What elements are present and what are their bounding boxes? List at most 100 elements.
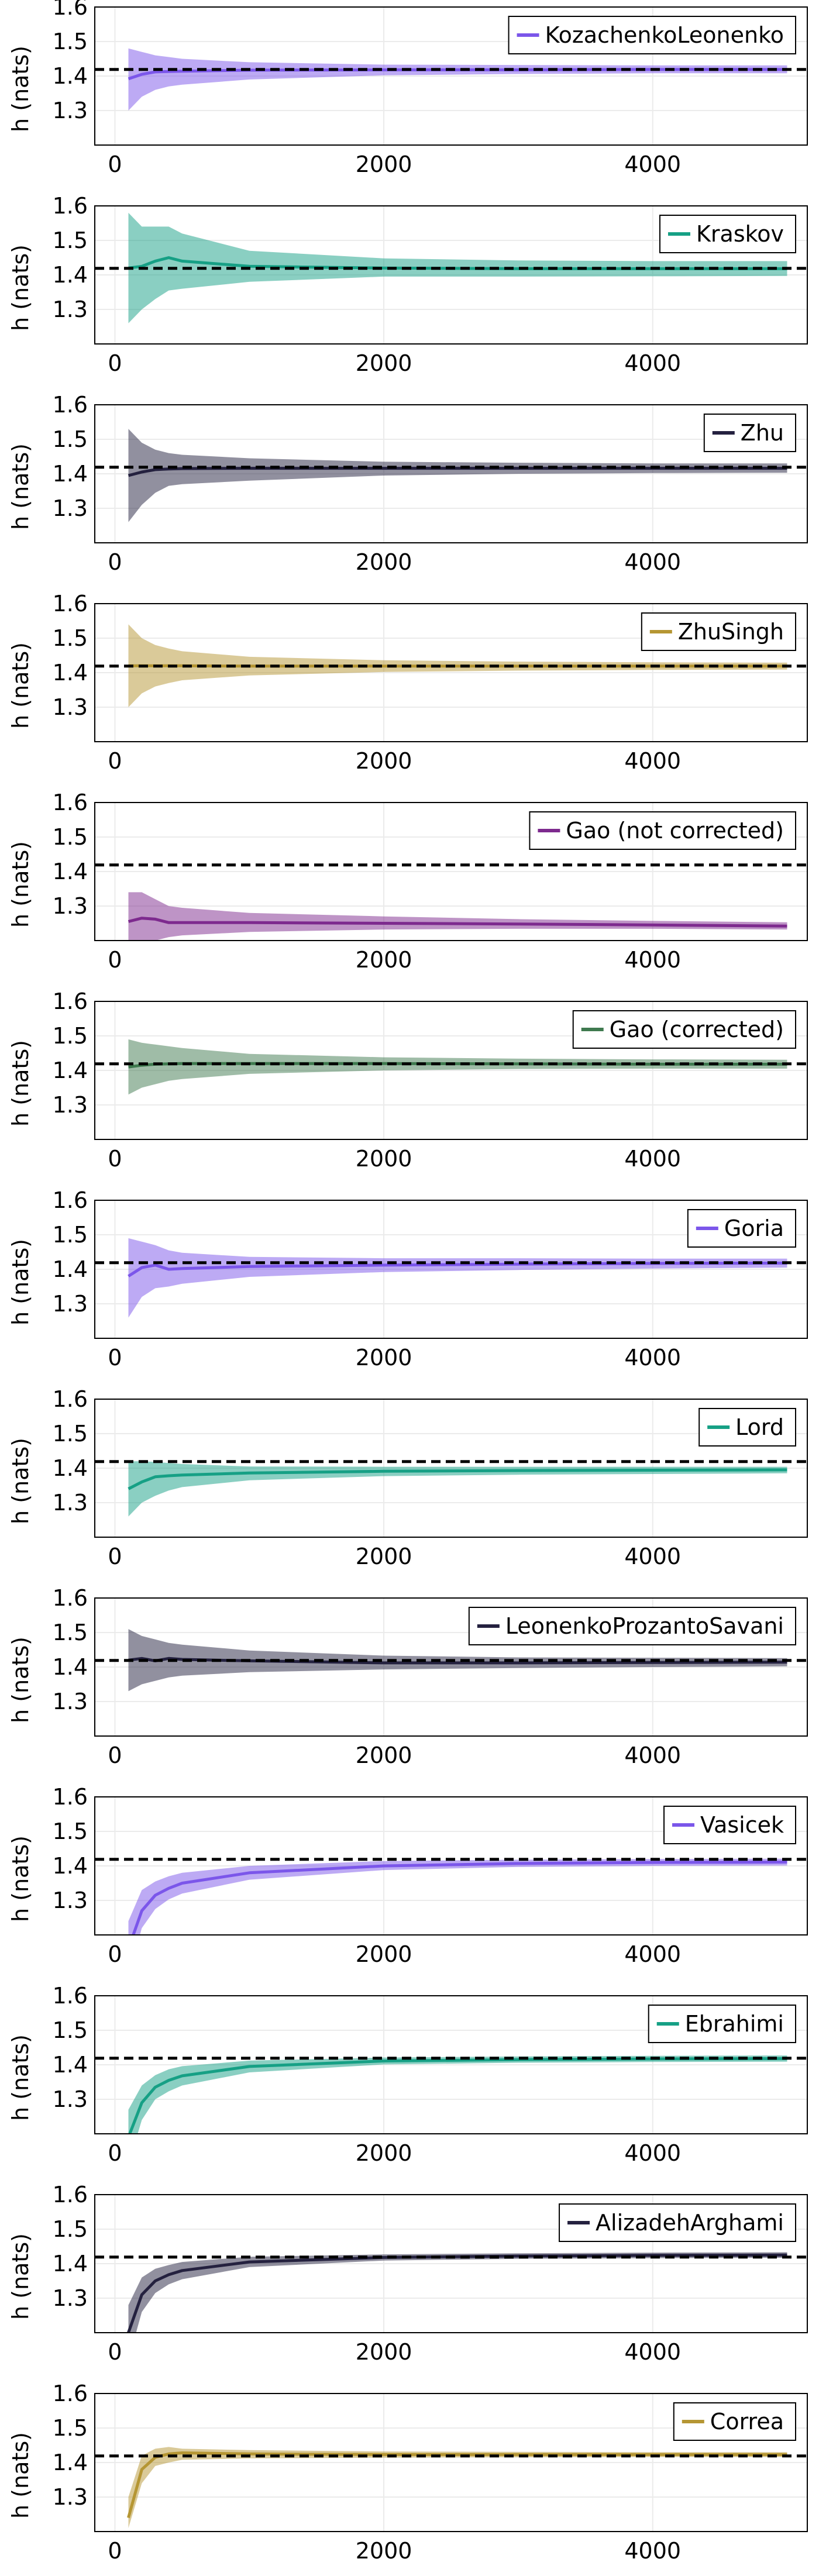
x-tick-label: 2000 bbox=[356, 2538, 412, 2564]
series-line bbox=[128, 917, 787, 928]
y-tick-label: 1.4 bbox=[53, 1654, 88, 1680]
y-tick-label: 1.6 bbox=[53, 392, 88, 418]
series-line bbox=[128, 2057, 787, 2134]
y-tick-label: 1.4 bbox=[53, 859, 88, 884]
x-tick-label: 0 bbox=[108, 151, 122, 177]
y-tick-label: 1.3 bbox=[53, 495, 88, 521]
y-tick-label: 1.3 bbox=[53, 1888, 88, 1913]
x-tick-label: 4000 bbox=[624, 549, 681, 575]
legend-label: KozachenkoLeonenko bbox=[545, 22, 784, 48]
x-tick-label: 0 bbox=[108, 2339, 122, 2365]
chart-panel-8: 0 2000 4000 1.3 1.4 1.5 1.6 h (nats) Lord bbox=[8, 1386, 808, 1569]
x-tick-label: 0 bbox=[108, 1941, 122, 1967]
legend-label: AlizadehArghami bbox=[596, 2210, 784, 2236]
legend-box bbox=[648, 2005, 796, 2043]
x-tick-label: 4000 bbox=[624, 151, 681, 177]
x-tick-label: 0 bbox=[108, 350, 122, 376]
y-axis-label: h (nats) bbox=[8, 1239, 33, 1325]
y-tick-label: 1.6 bbox=[53, 0, 88, 20]
x-tick-label: 2000 bbox=[356, 1146, 412, 1172]
x-tick-label: 4000 bbox=[624, 1146, 681, 1172]
y-tick-label: 1.6 bbox=[53, 2381, 88, 2406]
y-axis-label: h (nats) bbox=[8, 1637, 33, 1723]
chart-panel-5: 0 2000 4000 1.3 1.4 1.5 1.6 h (nats) Gao (not co… bbox=[8, 790, 808, 973]
x-tick-label: 2000 bbox=[356, 1345, 412, 1370]
y-tick-label: 1.5 bbox=[53, 625, 88, 651]
y-tick-label: 1.6 bbox=[53, 989, 88, 1014]
legend-box bbox=[559, 2203, 796, 2242]
y-tick-label: 1.3 bbox=[53, 1490, 88, 1516]
chart-panel-13: 0 2000 4000 1.3 1.4 1.5 1.6 h (nats) Correa bbox=[8, 2381, 808, 2564]
x-tick-label: 0 bbox=[108, 549, 122, 575]
series-line bbox=[128, 1468, 787, 1490]
y-axis-label: h (nats) bbox=[8, 2034, 33, 2121]
legend-label: Gao (not corrected) bbox=[566, 818, 784, 843]
y-tick-label: 1.4 bbox=[53, 63, 88, 89]
y-tick-label: 1.3 bbox=[53, 2086, 88, 2112]
y-axis-label: h (nats) bbox=[8, 2233, 33, 2320]
y-tick-label: 1.6 bbox=[53, 790, 88, 815]
confidence-band bbox=[128, 429, 787, 522]
series-group bbox=[128, 2055, 787, 2134]
confidence-band bbox=[128, 1461, 787, 1517]
x-tick-label: 4000 bbox=[624, 2140, 681, 2166]
plot-frame bbox=[94, 2393, 808, 2532]
plot-frame bbox=[94, 802, 808, 941]
x-tick-label: 2000 bbox=[356, 350, 412, 376]
y-tick-label: 1.4 bbox=[53, 2450, 88, 2475]
x-tick-label: 0 bbox=[108, 2538, 122, 2564]
x-tick-label: 2000 bbox=[356, 947, 412, 973]
y-tick-label: 1.5 bbox=[53, 2216, 88, 2242]
chart-panel-1: 0 2000 4000 1.3 1.4 1.5 1.6 h (nats) KozachenkoL… bbox=[8, 0, 808, 177]
y-tick-label: 1.6 bbox=[53, 1983, 88, 2009]
legend-label: Kraskov bbox=[696, 221, 784, 247]
y-tick-label: 1.4 bbox=[53, 2251, 88, 2277]
x-tick-label: 4000 bbox=[624, 947, 681, 973]
legend-box bbox=[529, 811, 796, 850]
chart-panel-4: 0 2000 4000 1.3 1.4 1.5 1.6 h (nats) ZhuSingh bbox=[8, 591, 808, 774]
y-tick-label: 1.5 bbox=[53, 228, 88, 253]
y-tick-label: 1.3 bbox=[53, 1291, 88, 1317]
y-tick-label: 1.5 bbox=[53, 824, 88, 850]
x-tick-label: 4000 bbox=[624, 1941, 681, 1967]
x-tick-label: 4000 bbox=[624, 2339, 681, 2365]
plot-frame bbox=[94, 404, 808, 543]
y-axis-label: h (nats) bbox=[8, 2432, 33, 2519]
y-axis-label: h (nats) bbox=[8, 1835, 33, 1922]
plot-frame bbox=[94, 6, 808, 146]
y-axis-label: h (nats) bbox=[8, 244, 33, 331]
chart-panel-2: 0 2000 4000 1.3 1.4 1.5 1.6 h (nats) Kraskov bbox=[8, 193, 808, 376]
y-tick-label: 1.4 bbox=[53, 1256, 88, 1282]
legend-label: Gao (corrected) bbox=[610, 1017, 784, 1042]
series-group bbox=[128, 892, 787, 941]
chart-panel-11: 0 2000 4000 1.3 1.4 1.5 1.6 h (nats) Ebrahimi bbox=[8, 1983, 808, 2166]
y-tick-label: 1.5 bbox=[53, 1620, 88, 1645]
legend-box bbox=[508, 16, 796, 54]
x-tick-label: 0 bbox=[108, 748, 122, 774]
series-line bbox=[132, 1861, 787, 1935]
y-axis-label: h (nats) bbox=[8, 1040, 33, 1127]
x-tick-label: 0 bbox=[108, 1742, 122, 1768]
y-tick-label: 1.4 bbox=[53, 1853, 88, 1879]
chart-panel-7: 0 2000 4000 1.3 1.4 1.5 1.6 h (nats) Goria bbox=[8, 1187, 808, 1370]
y-tick-label: 1.4 bbox=[53, 1058, 88, 1083]
x-tick-label: 2000 bbox=[356, 1941, 412, 1967]
x-tick-label: 2000 bbox=[356, 549, 412, 575]
legend-label: Ebrahimi bbox=[685, 2011, 784, 2037]
chart-panel-3: 0 2000 4000 1.3 1.4 1.5 1.6 h (nats) Zhu bbox=[8, 392, 808, 575]
y-tick-label: 1.6 bbox=[53, 1386, 88, 1412]
y-tick-label: 1.4 bbox=[53, 2052, 88, 2078]
y-axis-label: h (nats) bbox=[8, 1438, 33, 1524]
plot-frame bbox=[94, 2194, 808, 2333]
x-tick-label: 2000 bbox=[356, 2339, 412, 2365]
x-tick-label: 2000 bbox=[356, 2140, 412, 2166]
y-tick-label: 1.4 bbox=[53, 660, 88, 686]
y-tick-label: 1.6 bbox=[53, 2182, 88, 2207]
plot-frame bbox=[94, 1399, 808, 1538]
confidence-band bbox=[128, 48, 787, 111]
confidence-band bbox=[128, 1238, 787, 1318]
legend-label: Vasicek bbox=[700, 1812, 784, 1838]
y-tick-label: 1.5 bbox=[53, 29, 88, 54]
